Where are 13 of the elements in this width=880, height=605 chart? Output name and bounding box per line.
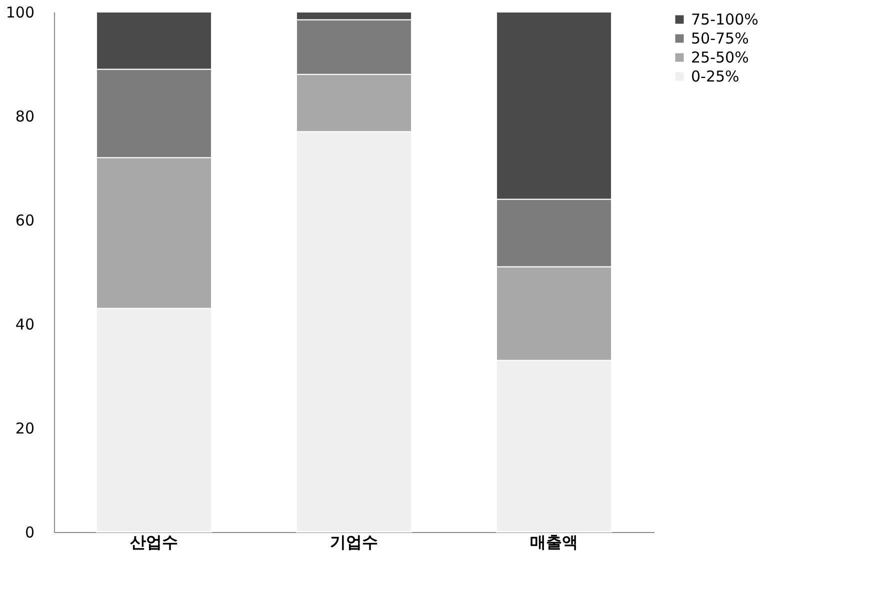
legend-label: 75-100% (691, 10, 758, 28)
x-tick-label: 기업수 (330, 532, 378, 552)
x-tick-label: 산업수 (130, 532, 178, 552)
legend-label: 25-50% (691, 48, 749, 66)
y-tick-label: 0 (24, 524, 34, 542)
x-tick-label: 매출액 (530, 532, 578, 552)
legend-label: 50-75% (691, 30, 749, 48)
y-tick-label: 60 (15, 212, 34, 230)
legend-label: 0-25% (691, 68, 740, 86)
y-tick-label: 40 (15, 316, 34, 334)
y-tick-label: 100 (6, 4, 34, 22)
y-tick-label: 20 (15, 420, 34, 438)
y-tick-label: 80 (15, 108, 34, 126)
